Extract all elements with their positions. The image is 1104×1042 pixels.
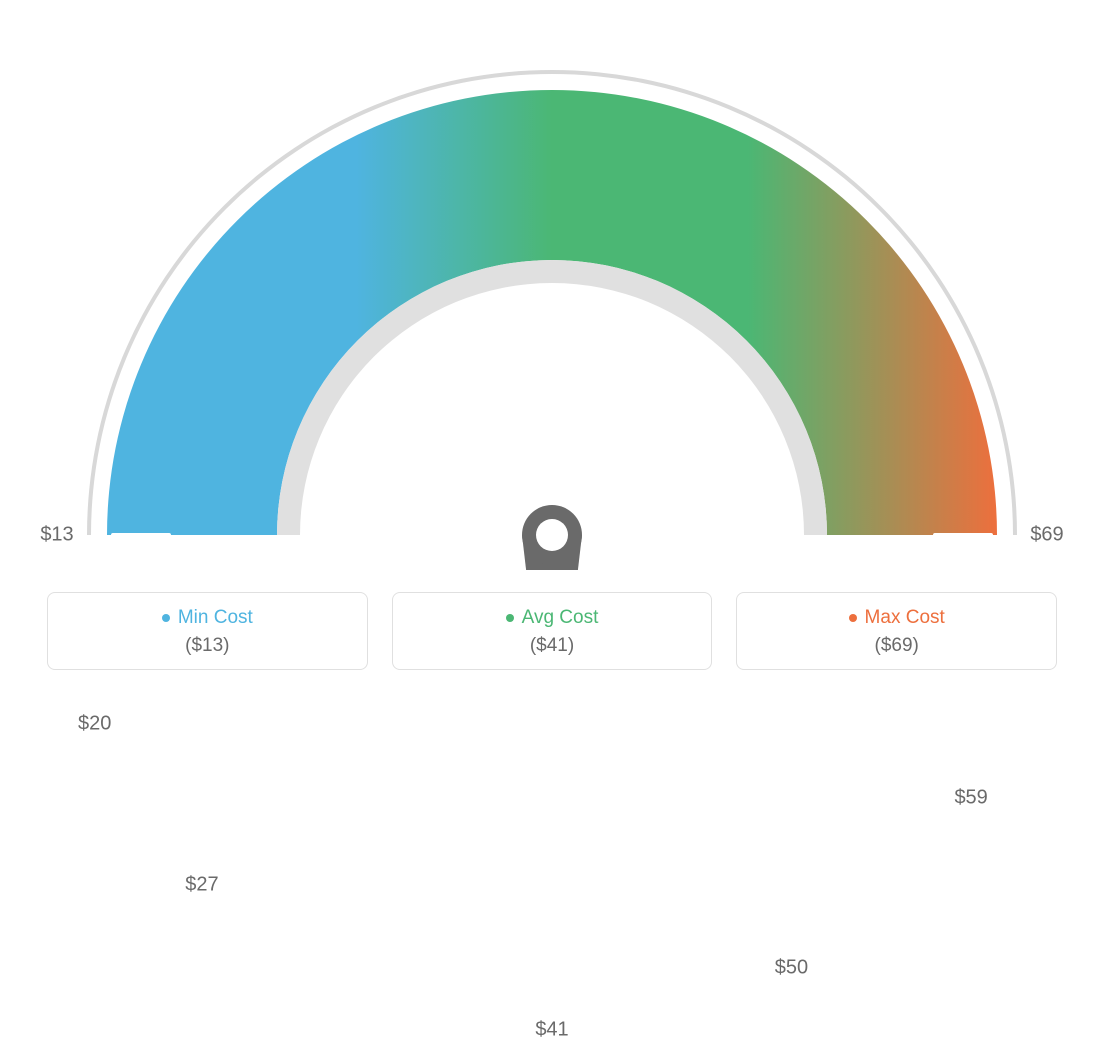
- legend-value-avg: ($41): [411, 635, 694, 657]
- scale-label: $20: [78, 713, 111, 736]
- scale-label: $27: [185, 874, 218, 897]
- legend-text-avg: Avg Cost: [522, 607, 599, 629]
- legend-text-max: Max Cost: [865, 607, 945, 629]
- legend-text-min: Min Cost: [178, 607, 253, 629]
- scale-label: $13: [40, 524, 73, 547]
- scale-label: $59: [954, 787, 987, 810]
- legend-row: Min Cost ($13) Avg Cost ($41) Max Cost (…: [47, 592, 1057, 670]
- legend-value-min: ($13): [66, 635, 349, 657]
- legend-dot-min: [162, 614, 170, 622]
- scale-label: $50: [775, 957, 808, 980]
- legend-card-min: Min Cost ($13): [47, 592, 368, 670]
- legend-dot-avg: [506, 614, 514, 622]
- legend-dot-max: [849, 614, 857, 622]
- legend-label-max: Max Cost: [755, 607, 1038, 629]
- gauge-svg: [22, 30, 1082, 570]
- scale-label: $41: [535, 1019, 568, 1042]
- legend-card-avg: Avg Cost ($41): [392, 592, 713, 670]
- legend-label-min: Min Cost: [66, 607, 349, 629]
- cost-gauge-chart: $13$20$27$41$50$59$69: [22, 30, 1082, 570]
- legend-label-avg: Avg Cost: [411, 607, 694, 629]
- scale-label: $69: [1030, 524, 1063, 547]
- legend-card-max: Max Cost ($69): [736, 592, 1057, 670]
- legend-value-max: ($69): [755, 635, 1038, 657]
